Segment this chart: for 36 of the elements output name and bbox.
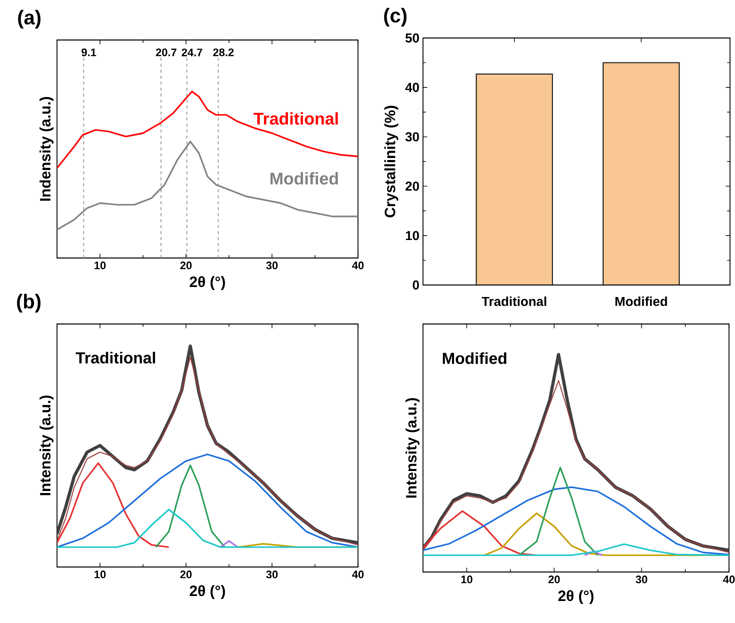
x-tick-label: 30 — [636, 576, 648, 584]
annotation: Traditional — [76, 352, 156, 364]
x-tick-label: 30 — [266, 262, 278, 270]
x-tick-label: 40 — [723, 576, 735, 584]
y-axis-title: Indensity (a.u.) — [40, 97, 54, 201]
y-axis-title: Intensity (a.u.) — [40, 396, 54, 496]
y-tick-label: 10 — [406, 231, 419, 240]
annotation: Modified — [442, 352, 506, 364]
x-tick-label: 10 — [94, 262, 106, 270]
y-tick-label: 20 — [406, 182, 419, 191]
y-axis-title: Intensity (a.u.) — [406, 398, 420, 498]
x-tick-label: 10 — [94, 570, 106, 578]
chart-title: (b) — [17, 294, 40, 313]
text: 9.1 — [82, 48, 96, 56]
chart-title: (a) — [18, 10, 40, 28]
x-axis-title: 2θ (°) — [558, 590, 594, 604]
x-tick-label: 20 — [548, 576, 560, 584]
y-tick-label: 50 — [405, 33, 419, 43]
x-tick-label: 30 — [266, 570, 278, 578]
y-axis-title: Crystallinity (%) — [384, 106, 398, 218]
x-tick-label: 40 — [352, 262, 364, 270]
x-tick-label: 10 — [461, 576, 472, 584]
text: 20.7 — [156, 48, 176, 56]
y-tick-label: 40 — [405, 82, 419, 92]
x-tick-label: 20 — [180, 570, 192, 578]
series-label: Modified — [270, 172, 338, 185]
text: 28.2 — [213, 48, 234, 56]
series-label: Traditional — [254, 112, 338, 125]
x-tick-label: 40 — [352, 570, 364, 578]
y-tick-label: 30 — [405, 132, 419, 142]
x-axis-title: 2θ (°) — [190, 585, 225, 600]
y-tick-label: 0 — [412, 280, 419, 290]
x-tick-label: 20 — [180, 262, 192, 270]
x-axis-title: 2θ (°) — [190, 276, 225, 290]
chart-title: (c) — [384, 8, 406, 27]
text: 24.7 — [182, 48, 202, 56]
